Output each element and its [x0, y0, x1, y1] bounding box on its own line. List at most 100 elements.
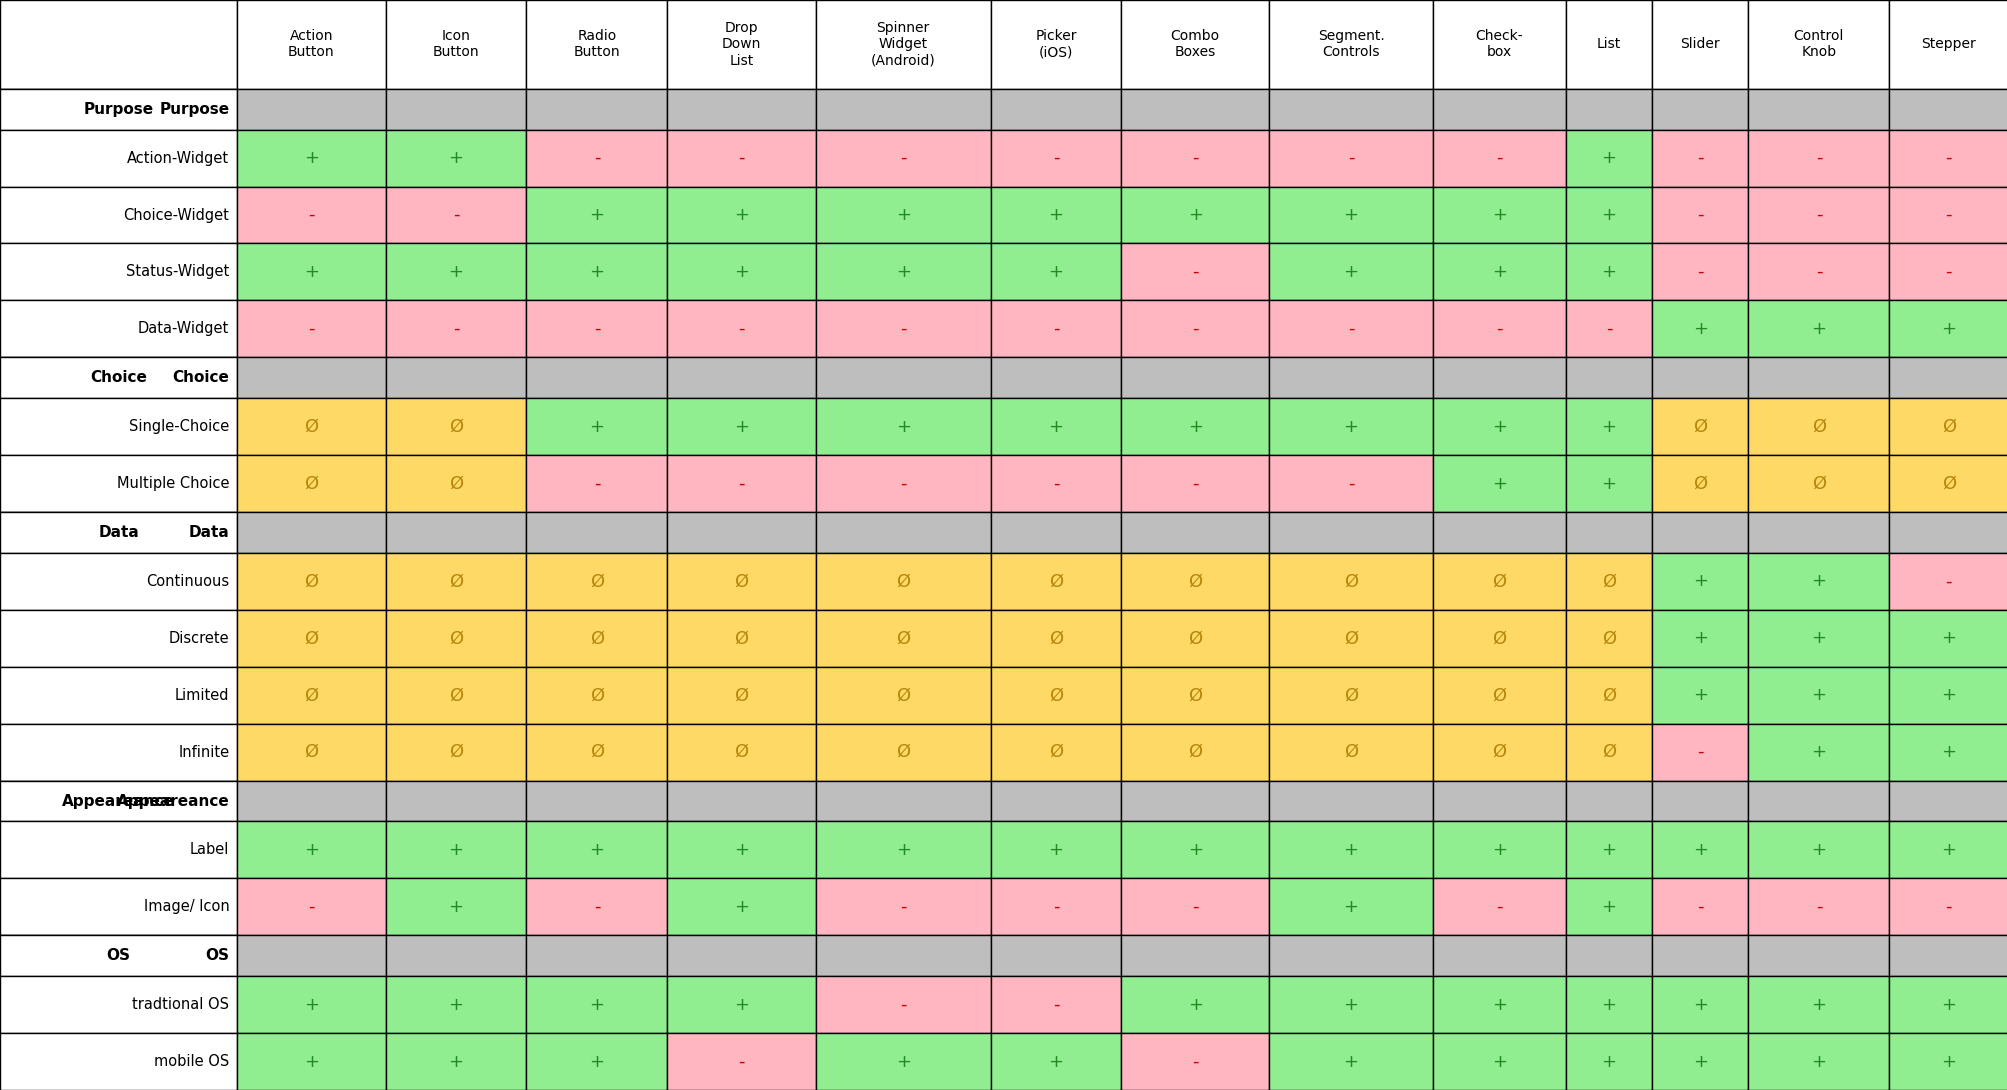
- Text: Purpose: Purpose: [84, 101, 155, 117]
- Bar: [1889, 977, 2007, 1033]
- Bar: [0, 977, 237, 1033]
- Text: Data-Widget: Data-Widget: [138, 322, 229, 337]
- Bar: [1748, 935, 1889, 977]
- Text: +: +: [1491, 840, 1505, 859]
- Text: Ø: Ø: [1602, 629, 1616, 647]
- Bar: [0, 243, 237, 301]
- Text: Image/ Icon: Image/ Icon: [142, 899, 229, 915]
- Text: -: -: [1347, 149, 1353, 167]
- Bar: [385, 935, 526, 977]
- Bar: [666, 130, 815, 186]
- Bar: [1652, 358, 1748, 398]
- Bar: [1565, 1033, 1652, 1090]
- Bar: [385, 780, 526, 822]
- Bar: [237, 609, 385, 667]
- Text: -: -: [1495, 319, 1501, 338]
- Text: +: +: [1491, 1053, 1505, 1070]
- Text: +: +: [1602, 206, 1616, 225]
- Text: +: +: [1692, 687, 1706, 704]
- Bar: [1748, 609, 1889, 667]
- Text: -: -: [307, 898, 315, 916]
- Bar: [1889, 667, 2007, 724]
- Bar: [1565, 301, 1652, 358]
- Text: Single-Choice: Single-Choice: [128, 420, 229, 434]
- Bar: [237, 88, 385, 130]
- Text: +: +: [1692, 840, 1706, 859]
- Bar: [815, 553, 989, 609]
- Bar: [1268, 553, 1431, 609]
- Text: +: +: [590, 263, 604, 281]
- Text: +: +: [1343, 263, 1359, 281]
- Text: -: -: [1814, 263, 1820, 281]
- Bar: [1652, 1033, 1748, 1090]
- Text: +: +: [1810, 995, 1826, 1014]
- Bar: [1748, 1033, 1889, 1090]
- Bar: [1268, 301, 1431, 358]
- Text: Spinner
Widget
(Android): Spinner Widget (Android): [871, 21, 935, 68]
- Bar: [666, 977, 815, 1033]
- Text: Icon
Button: Icon Button: [432, 29, 480, 60]
- Bar: [666, 243, 815, 301]
- Text: -: -: [1945, 572, 1951, 591]
- Text: -: -: [1606, 319, 1612, 338]
- Text: Control
Knob: Control Knob: [1792, 29, 1842, 60]
- Text: +: +: [1048, 840, 1064, 859]
- Text: -: -: [739, 474, 745, 493]
- Bar: [0, 780, 237, 822]
- Bar: [526, 0, 666, 88]
- Bar: [815, 879, 989, 935]
- Bar: [1889, 724, 2007, 780]
- Text: -: -: [1347, 319, 1353, 338]
- Bar: [1889, 1033, 2007, 1090]
- Text: Ø: Ø: [735, 743, 749, 761]
- Bar: [1652, 609, 1748, 667]
- Bar: [237, 243, 385, 301]
- Bar: [385, 0, 526, 88]
- Text: Ø: Ø: [1810, 417, 1824, 436]
- Bar: [1431, 609, 1565, 667]
- Bar: [989, 130, 1120, 186]
- Bar: [0, 88, 237, 130]
- Text: Combo
Boxes: Combo Boxes: [1170, 29, 1220, 60]
- Text: +: +: [590, 206, 604, 225]
- Text: Purpose: Purpose: [159, 101, 229, 117]
- Text: +: +: [590, 840, 604, 859]
- Bar: [385, 243, 526, 301]
- Bar: [1268, 977, 1431, 1033]
- Text: tradtional OS: tradtional OS: [132, 997, 229, 1013]
- Bar: [1889, 879, 2007, 935]
- Text: Drop
Down
List: Drop Down List: [721, 21, 761, 68]
- Bar: [1889, 398, 2007, 456]
- Text: -: -: [899, 474, 905, 493]
- Text: +: +: [1692, 1053, 1706, 1070]
- Bar: [1120, 780, 1268, 822]
- Text: +: +: [1048, 417, 1064, 436]
- Bar: [1120, 512, 1268, 553]
- Text: +: +: [1491, 263, 1505, 281]
- Text: Ø: Ø: [305, 474, 319, 493]
- Bar: [666, 935, 815, 977]
- Bar: [237, 935, 385, 977]
- Bar: [237, 301, 385, 358]
- Bar: [1748, 398, 1889, 456]
- Text: Ø: Ø: [1048, 572, 1062, 591]
- Text: -: -: [1052, 474, 1058, 493]
- Bar: [526, 935, 666, 977]
- Bar: [237, 186, 385, 243]
- Text: +: +: [1602, 263, 1616, 281]
- Text: Segment.
Controls: Segment. Controls: [1317, 29, 1383, 60]
- Text: Ø: Ø: [1692, 417, 1706, 436]
- Text: +: +: [1343, 417, 1359, 436]
- Text: +: +: [448, 840, 464, 859]
- Text: +: +: [448, 898, 464, 916]
- Bar: [989, 301, 1120, 358]
- Text: Label: Label: [191, 843, 229, 858]
- Text: Radio
Button: Radio Button: [574, 29, 620, 60]
- Text: Discrete: Discrete: [169, 631, 229, 645]
- Bar: [1889, 243, 2007, 301]
- Text: Ø: Ø: [1343, 743, 1357, 761]
- Bar: [815, 358, 989, 398]
- Text: -: -: [739, 319, 745, 338]
- Text: +: +: [590, 1053, 604, 1070]
- Text: Ø: Ø: [1048, 743, 1062, 761]
